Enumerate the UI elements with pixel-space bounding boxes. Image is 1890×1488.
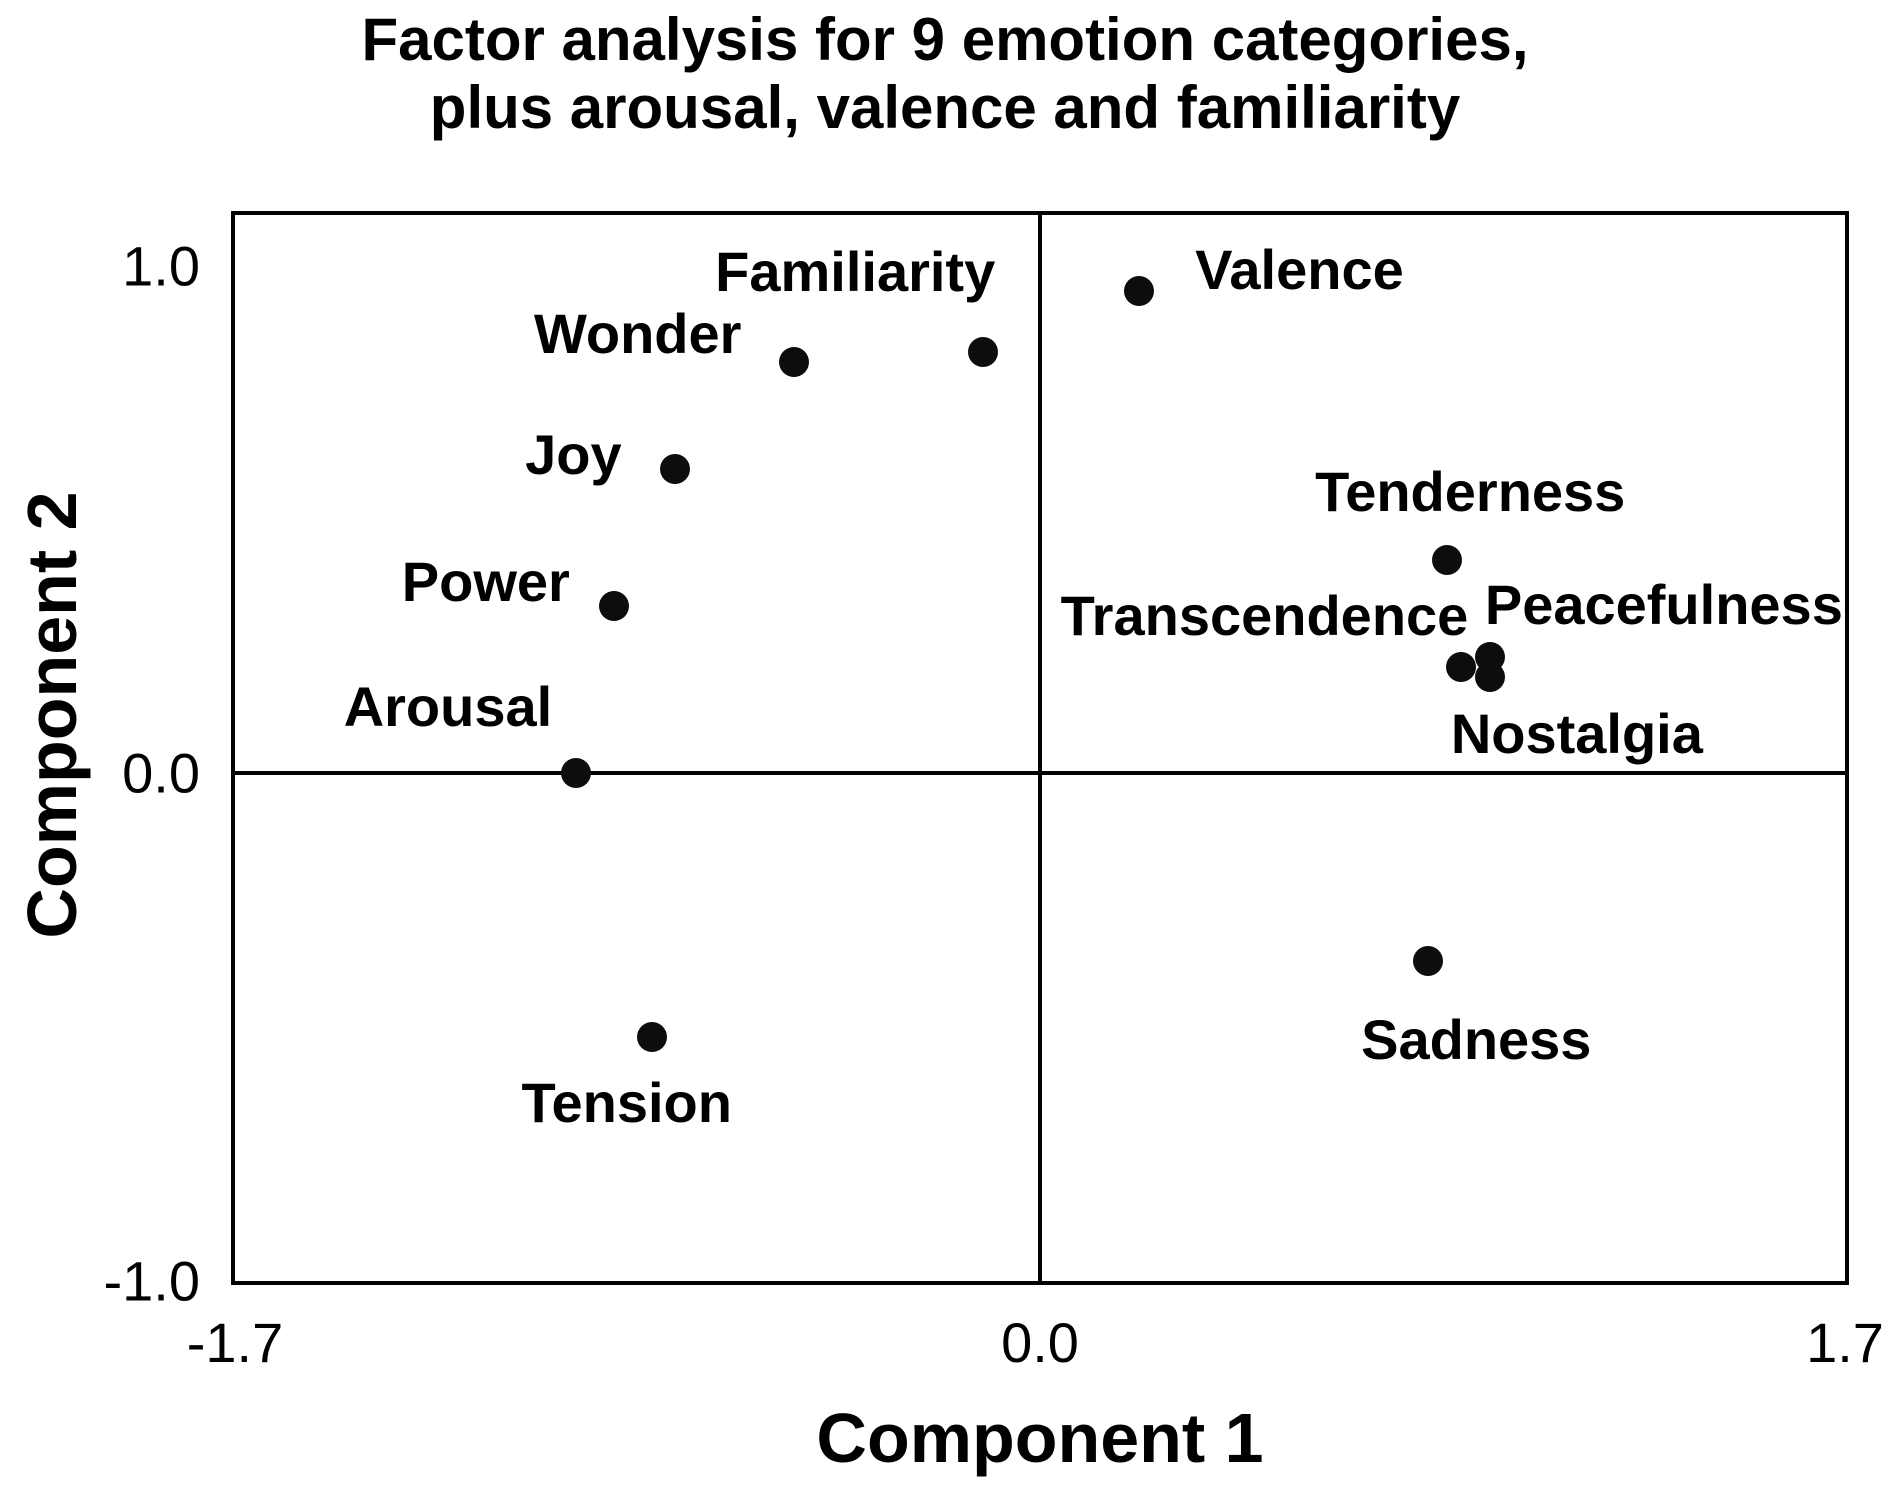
data-point-dot-nostalgia xyxy=(1474,661,1505,692)
y-zero-line xyxy=(235,771,1845,776)
data-point-dot-tension xyxy=(636,1022,667,1053)
data-point-label-power: Power xyxy=(401,549,570,613)
data-point-label-tenderness: Tenderness xyxy=(1315,460,1626,524)
data-point-label-joy: Joy xyxy=(525,422,622,486)
data-point-label-familiarity: Familiarity xyxy=(715,240,996,304)
data-point-label-peacefulness: Peacefulness xyxy=(1484,572,1843,636)
data-point-label-transcendence: Transcendence xyxy=(1060,583,1469,647)
chart-title-line1: Factor analysis for 9 emotion categories… xyxy=(361,6,1529,73)
data-point-dot-joy xyxy=(660,453,691,484)
data-point-label-sadness: Sadness xyxy=(1361,1008,1592,1072)
data-point-label-valence: Valence xyxy=(1195,238,1404,302)
data-point-dot-valence xyxy=(1124,276,1155,307)
data-point-dot-familiarity xyxy=(968,337,999,368)
data-point-label-wonder: Wonder xyxy=(534,302,742,366)
data-point-dot-sadness xyxy=(1413,946,1444,977)
x-tick-label--1-7: -1.7 xyxy=(186,1311,284,1374)
data-point-dot-tenderness xyxy=(1432,545,1463,576)
plot-area: Valence Familiarity Wonder Joy Power Arousal T… xyxy=(231,211,1849,1285)
x-tick-label-0-0: 0.0 xyxy=(1001,1311,1079,1374)
data-point-dot-power xyxy=(598,590,629,621)
data-point-label-tension: Tension xyxy=(521,1071,732,1135)
data-point-label-arousal: Arousal xyxy=(343,675,553,739)
y-tick-label-1-0: 1.0 xyxy=(122,234,200,298)
y-axis-title: Component 2 xyxy=(13,491,91,939)
x-zero-line xyxy=(1038,215,1042,1281)
chart-title: Factor analysis for 9 emotion categories… xyxy=(0,6,1890,142)
data-point-dot-transcendence xyxy=(1446,651,1477,682)
y-tick-label-0-0: 0.0 xyxy=(122,741,200,805)
data-point-dot-wonder xyxy=(778,347,809,378)
x-tick-label-1-7: 1.7 xyxy=(1806,1311,1884,1374)
data-point-label-nostalgia: Nostalgia xyxy=(1450,701,1703,765)
chart-title-line2: plus arousal, valence and familiarity xyxy=(429,73,1461,141)
y-tick-label--1-0: -1.0 xyxy=(103,1249,201,1313)
x-axis-title: Component 1 xyxy=(816,1399,1264,1477)
data-point-dot-arousal xyxy=(560,758,591,789)
